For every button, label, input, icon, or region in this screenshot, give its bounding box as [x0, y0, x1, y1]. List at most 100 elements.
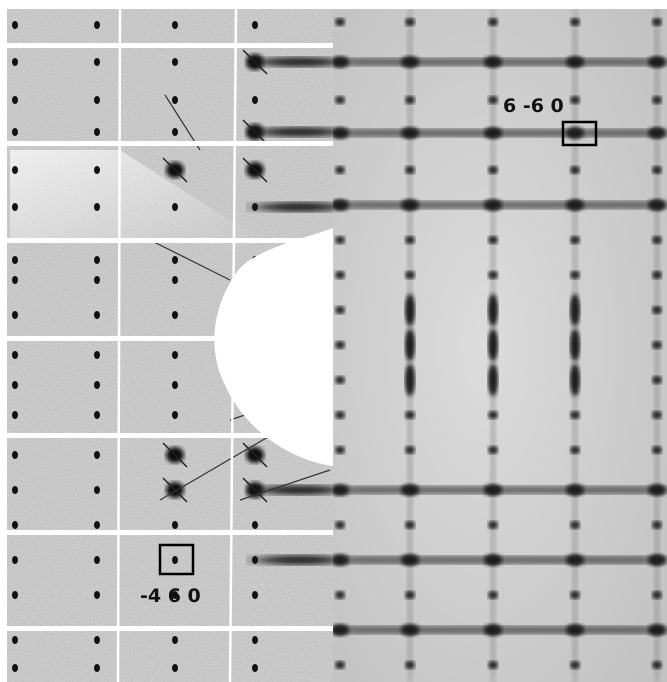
diffraction-spot — [484, 624, 502, 636]
diffraction-spot — [401, 484, 419, 496]
diffraction-spot — [94, 276, 100, 284]
diffraction-spot — [570, 18, 580, 26]
diffraction-spot — [488, 591, 498, 599]
diffraction-spot — [94, 203, 100, 211]
diffraction-spot — [94, 411, 100, 419]
panel-gap — [0, 238, 333, 243]
streak — [255, 127, 345, 137]
diffraction-spot — [570, 166, 580, 174]
diffraction-spot — [12, 256, 18, 264]
diffraction-spot — [488, 411, 498, 419]
diffraction-spot — [405, 96, 415, 104]
streak — [255, 555, 345, 565]
diffraction-spot — [172, 636, 178, 644]
diffraction-spot — [488, 166, 498, 174]
diffraction-spot — [648, 56, 666, 68]
diffraction-spot — [335, 96, 345, 104]
diffraction-spot — [335, 411, 345, 419]
diffraction-spot — [172, 311, 178, 319]
diffraction-spot — [488, 446, 498, 454]
diffraction-spot — [94, 166, 100, 174]
panel-gap — [0, 530, 333, 535]
diffraction-spot — [94, 664, 100, 672]
diffraction-spot — [484, 56, 502, 68]
diffraction-spot — [488, 661, 498, 669]
diffraction-spot — [652, 166, 662, 174]
diffraction-spot — [172, 128, 178, 136]
diffraction-spot — [570, 446, 580, 454]
diffraction-spot — [405, 364, 415, 396]
panel-gap — [0, 626, 333, 631]
diffraction-spot — [488, 271, 498, 279]
diffraction-spot — [566, 624, 584, 636]
diffraction-spot — [652, 236, 662, 244]
diffraction-spot — [94, 128, 100, 136]
diffraction-spot — [12, 21, 18, 29]
diffraction-spot — [12, 451, 18, 459]
diffraction-spot — [401, 127, 419, 139]
diffraction-spot — [648, 554, 666, 566]
diffraction-spot — [94, 451, 100, 459]
right-panel — [331, 8, 667, 682]
diffraction-spot — [484, 127, 502, 139]
diffraction-spot — [12, 128, 18, 136]
diffraction-spot — [172, 664, 178, 672]
diffraction-spot — [172, 411, 178, 419]
diffraction-spot — [252, 96, 258, 104]
diffraction-spot — [335, 236, 345, 244]
diffraction-spot — [94, 351, 100, 359]
diffraction-spot — [172, 521, 178, 529]
diffraction-spot — [652, 411, 662, 419]
page: 6 -6 0 -4 6 0 (() => { const data = JSON… — [0, 0, 667, 682]
diffraction-spot — [252, 21, 258, 29]
diffraction-spot — [488, 364, 498, 396]
diffraction-spot — [335, 341, 345, 349]
diffraction-spot — [335, 166, 345, 174]
diffraction-spot — [566, 127, 584, 139]
diffraction-spot — [488, 18, 498, 26]
diffraction-spot — [405, 329, 415, 361]
diffraction-spot — [12, 351, 18, 359]
diffraction-spot — [488, 294, 498, 326]
diffraction-spot — [405, 446, 415, 454]
diffraction-spot — [12, 96, 18, 104]
diffraction-spot — [652, 376, 662, 384]
diffraction-spot — [331, 127, 349, 139]
diffraction-spot — [12, 311, 18, 319]
diffraction-spot — [331, 56, 349, 68]
diffraction-spot — [484, 199, 502, 211]
panel-gap — [0, 141, 333, 146]
left-edge — [0, 0, 7, 682]
diffraction-spot — [94, 58, 100, 66]
diffraction-spot — [570, 521, 580, 529]
diffraction-spot — [570, 364, 580, 396]
diffraction-spot — [405, 521, 415, 529]
diffraction-spot — [652, 661, 662, 669]
diffraction-spot — [94, 556, 100, 564]
diffraction-spot — [172, 21, 178, 29]
diffraction-spot — [648, 127, 666, 139]
diffraction-spot — [335, 446, 345, 454]
diffraction-spot — [12, 166, 18, 174]
diffraction-spot — [335, 521, 345, 529]
diffraction-spot — [252, 636, 258, 644]
diffraction-spot — [252, 664, 258, 672]
diffraction-spot — [12, 276, 18, 284]
diffraction-spot — [566, 199, 584, 211]
diffraction-spot — [566, 554, 584, 566]
diffraction-spot — [94, 311, 100, 319]
reflection-label: 6 -6 0 — [503, 95, 564, 117]
diffraction-spot — [652, 341, 662, 349]
diffraction-spot — [652, 446, 662, 454]
diffraction-spot — [94, 636, 100, 644]
diffraction-spot — [252, 591, 258, 599]
diffraction-spot — [570, 411, 580, 419]
diffraction-spot — [401, 199, 419, 211]
diffraction-spot — [566, 56, 584, 68]
diffraction-spot — [12, 411, 18, 419]
diffraction-spot — [570, 294, 580, 326]
diffraction-spot — [12, 486, 18, 494]
diffraction-spot — [570, 591, 580, 599]
diffraction-figure: 6 -6 0 -4 6 0 — [0, 0, 667, 682]
diffraction-spot — [172, 351, 178, 359]
